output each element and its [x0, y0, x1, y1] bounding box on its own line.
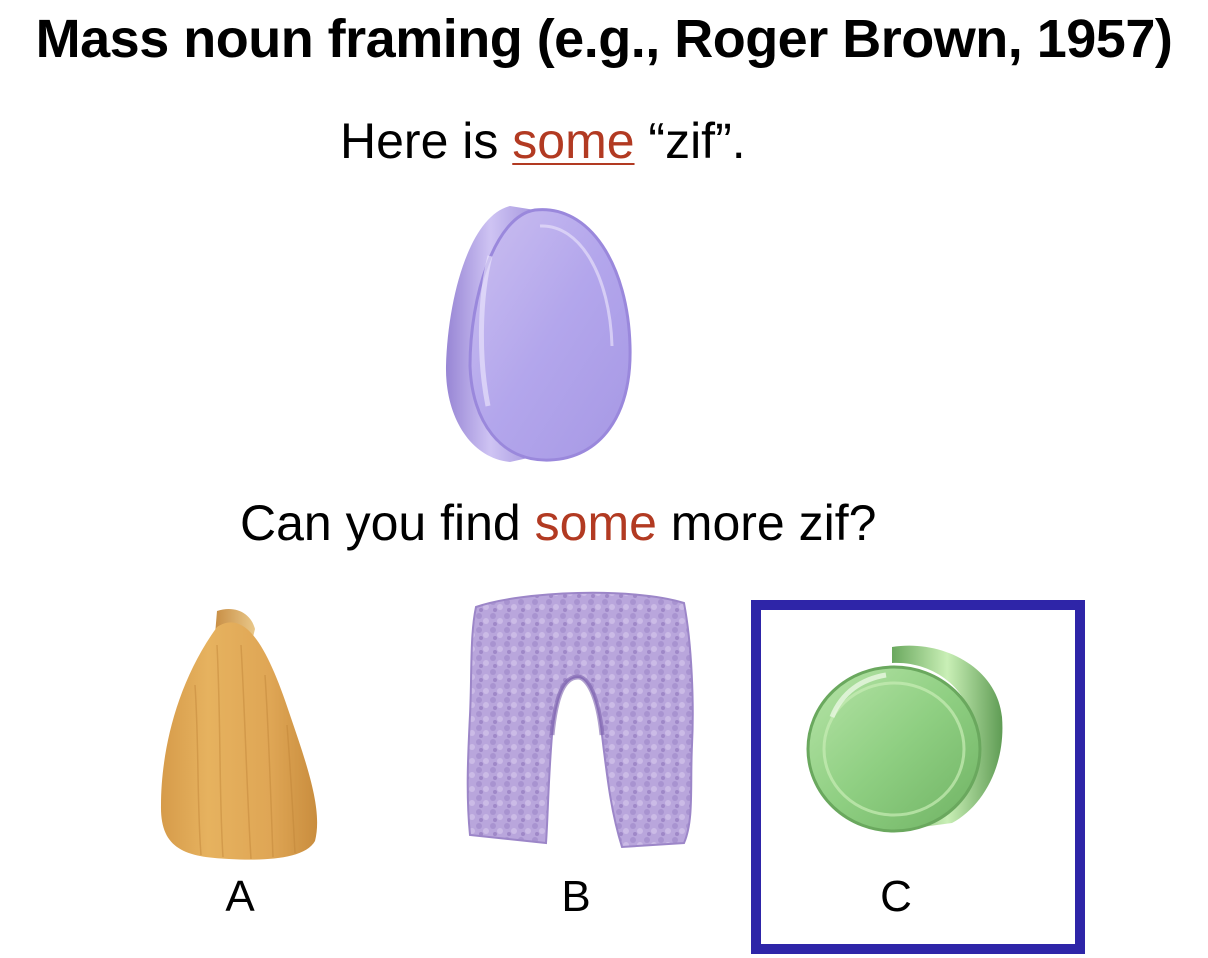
selection-box	[751, 600, 1085, 954]
purple-glass-teardrop-icon	[445, 206, 632, 462]
question-keyword: some	[534, 495, 657, 551]
prompt-keyword: some	[512, 113, 635, 169]
question-suffix: more zif?	[656, 495, 877, 551]
choice-a-label: A	[225, 872, 255, 921]
green-glass-disc-icon	[806, 645, 1003, 833]
prompt-sentence: Here is some “zif”.	[340, 112, 746, 170]
question-sentence: Can you find some more zif?	[240, 494, 876, 552]
wood-teardrop-icon	[160, 609, 318, 860]
choice-b-label: B	[561, 872, 591, 921]
page-title: Mass noun framing (e.g., Roger Brown, 19…	[35, 9, 1173, 69]
purple-fuzzy-arch-icon	[466, 591, 694, 849]
prompt-suffix: “zif”.	[634, 113, 746, 169]
question-prefix: Can you find	[240, 495, 535, 551]
prompt-prefix: Here is	[340, 113, 513, 169]
choice-c-label: C	[880, 872, 912, 921]
